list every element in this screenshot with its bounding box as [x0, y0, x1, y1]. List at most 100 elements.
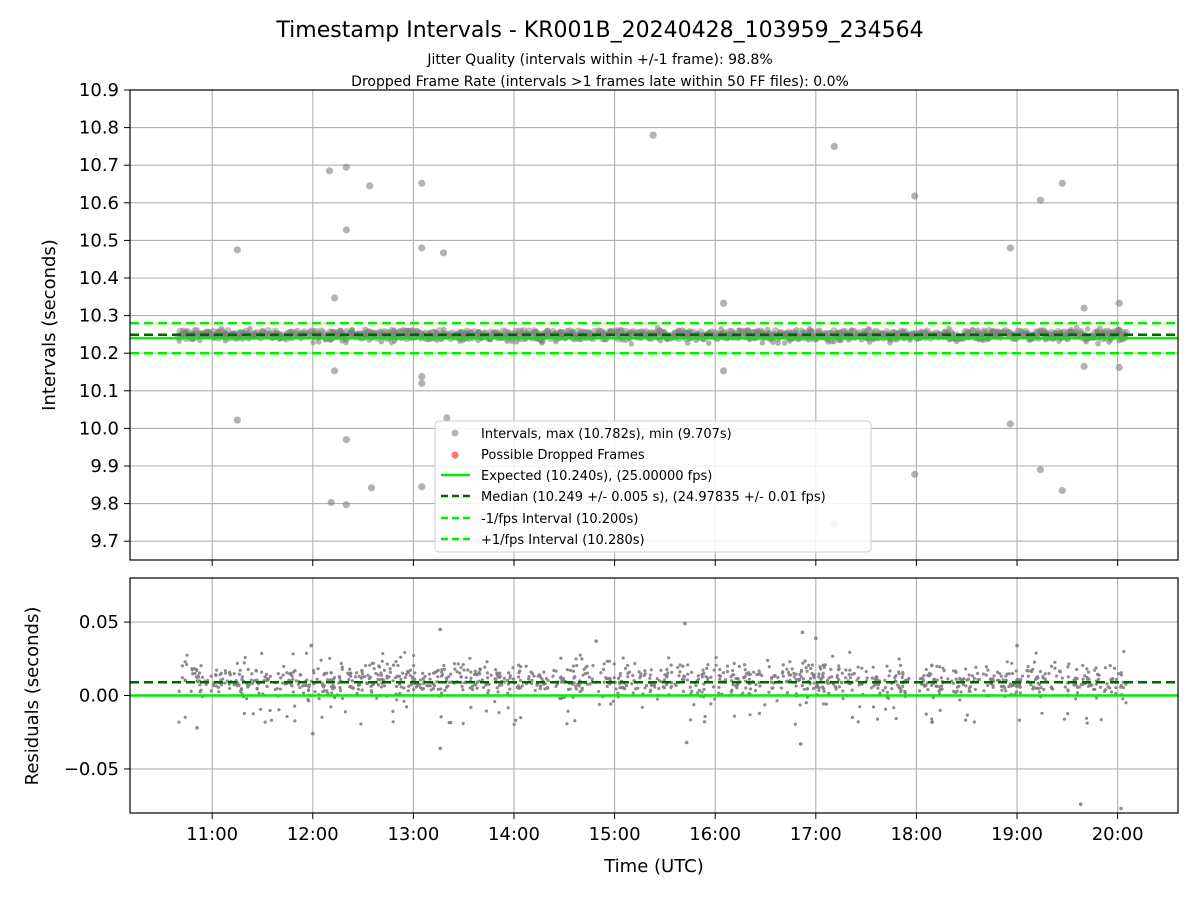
residual-point [1094, 666, 1098, 670]
interval-point [447, 332, 453, 339]
residual-point [399, 677, 403, 682]
residual-point [250, 672, 254, 676]
residual-point [609, 702, 613, 706]
residual-point [643, 672, 647, 676]
residual-point [559, 680, 563, 684]
residual-point [775, 699, 779, 703]
residual-point [718, 674, 723, 678]
residual-point [735, 686, 739, 690]
residual-point [848, 676, 853, 680]
interval-point [793, 326, 799, 333]
residual-point [483, 665, 487, 669]
residual-point [801, 677, 805, 681]
interval-point [559, 328, 566, 335]
residual-point [249, 678, 253, 682]
interval-outlier-point [327, 498, 335, 507]
interval-point [247, 325, 253, 332]
residual-point [705, 666, 709, 670]
interval-point [513, 339, 520, 345]
residual-point [319, 658, 323, 662]
residual-point [821, 702, 826, 706]
residual-point [301, 691, 306, 695]
residual-point [443, 688, 447, 692]
residual-point [554, 684, 558, 688]
residual-point [938, 665, 942, 669]
residual-point [688, 685, 692, 689]
residual-point [670, 670, 674, 674]
residual-point [245, 696, 249, 701]
interval-outlier-point [1006, 420, 1014, 428]
residual-point [935, 678, 939, 682]
interval-outlier-point [719, 299, 728, 307]
interval-outlier-point [443, 414, 451, 422]
residual-point [690, 670, 694, 674]
residual-point [469, 670, 473, 674]
residual-point [631, 691, 635, 695]
residual-point [673, 682, 677, 686]
residual-point [370, 661, 375, 665]
residual-point [718, 667, 722, 672]
residual-point [781, 674, 785, 678]
residual-point [1085, 675, 1089, 679]
residual-point [506, 691, 510, 695]
residual-point [643, 669, 647, 673]
residual-point [322, 684, 326, 688]
residual-point [495, 686, 499, 690]
residual-point [779, 686, 783, 690]
residual-point [328, 656, 332, 660]
interval-outlier-point [719, 367, 728, 375]
residual-outlier-point [1015, 643, 1019, 648]
residual-point [1062, 717, 1067, 721]
interval-point [276, 332, 283, 338]
residual-point [369, 689, 373, 693]
legend-label-dropped: Possible Dropped Frames [481, 448, 645, 463]
intervals-x-ticks [211, 560, 1119, 566]
residual-point [640, 705, 644, 710]
residual-point [743, 668, 747, 672]
residual-point [532, 674, 536, 678]
interval-point [893, 331, 900, 338]
residual-point [941, 666, 945, 670]
residual-point [269, 718, 274, 722]
residual-point [831, 654, 835, 658]
x-tick-label: 20:00 [1092, 824, 1144, 845]
residual-point [409, 683, 413, 687]
residual-point [260, 670, 264, 674]
residual-point [282, 664, 286, 669]
residual-point [686, 663, 690, 667]
residual-point [784, 680, 789, 684]
residual-point [360, 668, 364, 672]
residual-point [927, 674, 931, 678]
residual-point [648, 690, 652, 694]
residual-point [692, 703, 696, 707]
residual-point [1043, 672, 1047, 676]
residual-point [1049, 664, 1054, 668]
residual-point [380, 659, 384, 663]
interval-point [1084, 326, 1091, 332]
residual-point [347, 678, 351, 682]
residual-point [986, 683, 990, 688]
residual-point [442, 667, 447, 671]
residual-point [922, 673, 926, 678]
residual-point [864, 669, 868, 674]
residual-point [793, 722, 797, 726]
residual-point [228, 686, 232, 691]
residual-point [464, 675, 468, 680]
residual-point [821, 671, 825, 675]
residual-point [189, 689, 193, 693]
residual-point [538, 684, 543, 688]
residual-point [819, 677, 823, 681]
interval-point [656, 327, 663, 333]
residual-point [757, 711, 762, 715]
residual-point [799, 675, 803, 679]
residual-point [293, 719, 297, 723]
residual-point [896, 670, 901, 674]
residual-point [807, 663, 811, 667]
residual-point [895, 683, 900, 687]
residual-outlier-point [684, 740, 689, 745]
residual-point [351, 686, 356, 690]
residual-point [420, 687, 424, 691]
residual-point [1033, 677, 1038, 682]
interval-point [806, 325, 813, 332]
residual-point [431, 671, 436, 675]
